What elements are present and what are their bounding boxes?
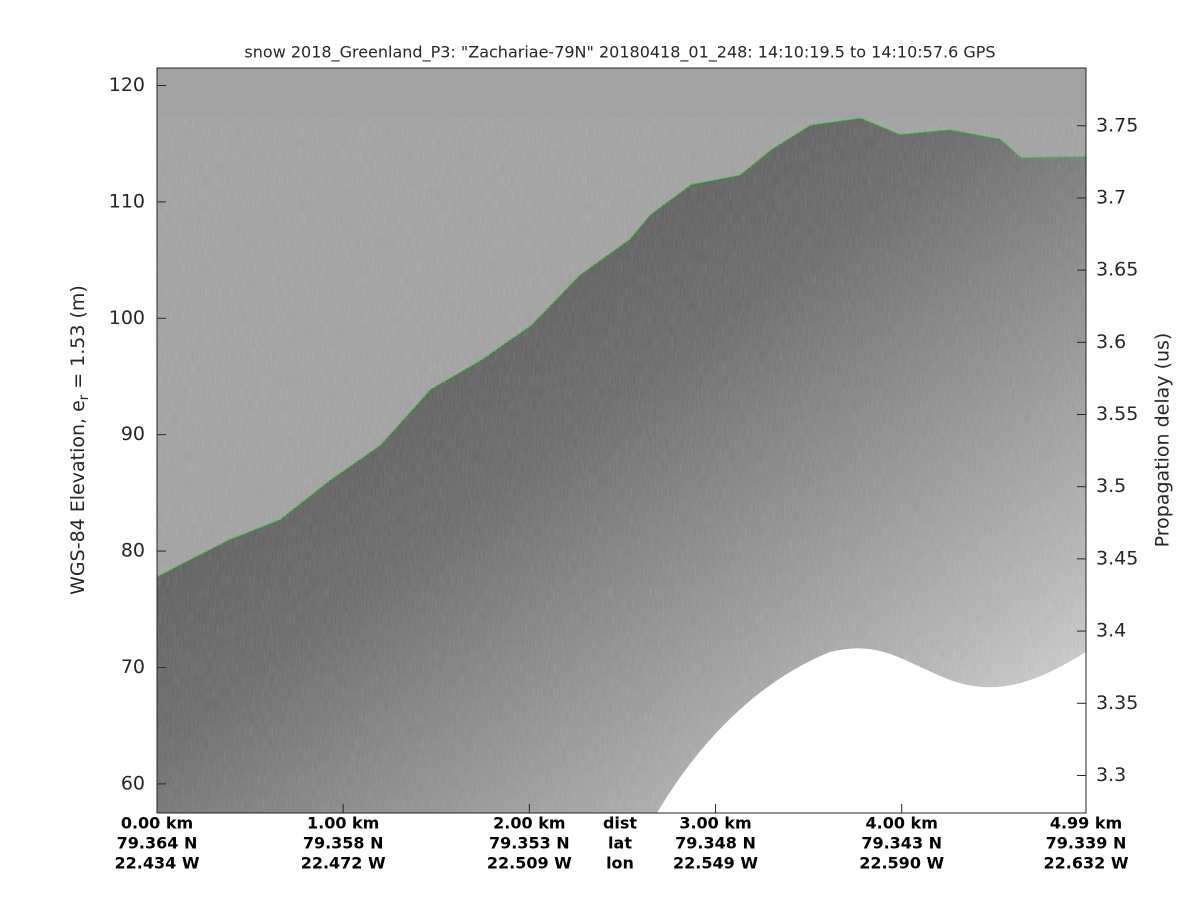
lat-label: 79.348 N xyxy=(675,834,756,853)
lon-label: 22.549 W xyxy=(673,854,758,873)
y-label-part: WGS-84 Elevation, e xyxy=(67,400,89,595)
y2-tick-label: 3.45 xyxy=(1096,547,1138,569)
speckle xyxy=(157,118,1086,813)
lon-label: 22.509 W xyxy=(487,854,572,873)
y-tick-label: 70 xyxy=(121,656,145,678)
y2-tick-label: 3.3 xyxy=(1096,764,1126,786)
y-tick-label: 100 xyxy=(109,307,145,329)
lon-label: 22.632 W xyxy=(1044,854,1129,873)
lon-label: 22.434 W xyxy=(115,854,200,873)
y2-tick-label: 3.7 xyxy=(1096,186,1126,208)
y-tick-label: 60 xyxy=(121,772,145,794)
chart-title: snow 2018_Greenland_P3: "Zachariae-79N" … xyxy=(244,43,995,63)
row-name: lon xyxy=(606,854,634,873)
y2-tick-label: 3.6 xyxy=(1096,331,1126,353)
no-data-region xyxy=(657,648,1086,813)
y2-tick-label: 3.4 xyxy=(1096,620,1126,642)
lat-label: 79.353 N xyxy=(489,834,570,853)
axes-frame xyxy=(156,67,1087,814)
y-tick-label: 110 xyxy=(109,190,145,212)
x-tick-label: 3.00 km xyxy=(679,814,751,833)
y2-tick-label: 3.5 xyxy=(1096,475,1126,497)
x-tick-label: 2.00 km xyxy=(493,814,565,833)
x-tick-label: 0.00 km xyxy=(121,814,193,833)
y2-tick-label: 3.65 xyxy=(1096,259,1138,281)
lon-label: 22.590 W xyxy=(859,854,944,873)
lon-label: 22.472 W xyxy=(301,854,386,873)
y2-tick-label: 3.75 xyxy=(1096,114,1138,136)
row-name: lat xyxy=(608,834,632,853)
y2-tick-label: 3.55 xyxy=(1096,403,1138,425)
lat-label: 79.339 N xyxy=(1046,834,1127,853)
surface-line xyxy=(157,117,1086,578)
plot-area xyxy=(157,117,1086,813)
y2-axis-label: Propagation delay (us) xyxy=(1152,333,1174,548)
x-tick-label: 1.00 km xyxy=(307,814,379,833)
y-tick-label: 120 xyxy=(109,74,145,96)
lat-label: 79.364 N xyxy=(117,834,198,853)
y-label-subscript: r xyxy=(77,394,92,400)
y-label-part: = 1.53 (m) xyxy=(67,285,89,395)
y2-tick-label: 3.35 xyxy=(1096,692,1138,714)
lat-label: 79.343 N xyxy=(861,834,942,853)
x-tick-label: 4.00 km xyxy=(866,814,938,833)
y-axis-label: WGS-84 Elevation, er = 1.53 (m) xyxy=(67,285,92,595)
y-tick-label: 80 xyxy=(121,540,145,562)
y-tick-label: 90 xyxy=(121,423,145,445)
lat-label: 79.358 N xyxy=(303,834,384,853)
x-tick-label: 4.99 km xyxy=(1050,814,1122,833)
row-name: dist xyxy=(603,814,637,833)
